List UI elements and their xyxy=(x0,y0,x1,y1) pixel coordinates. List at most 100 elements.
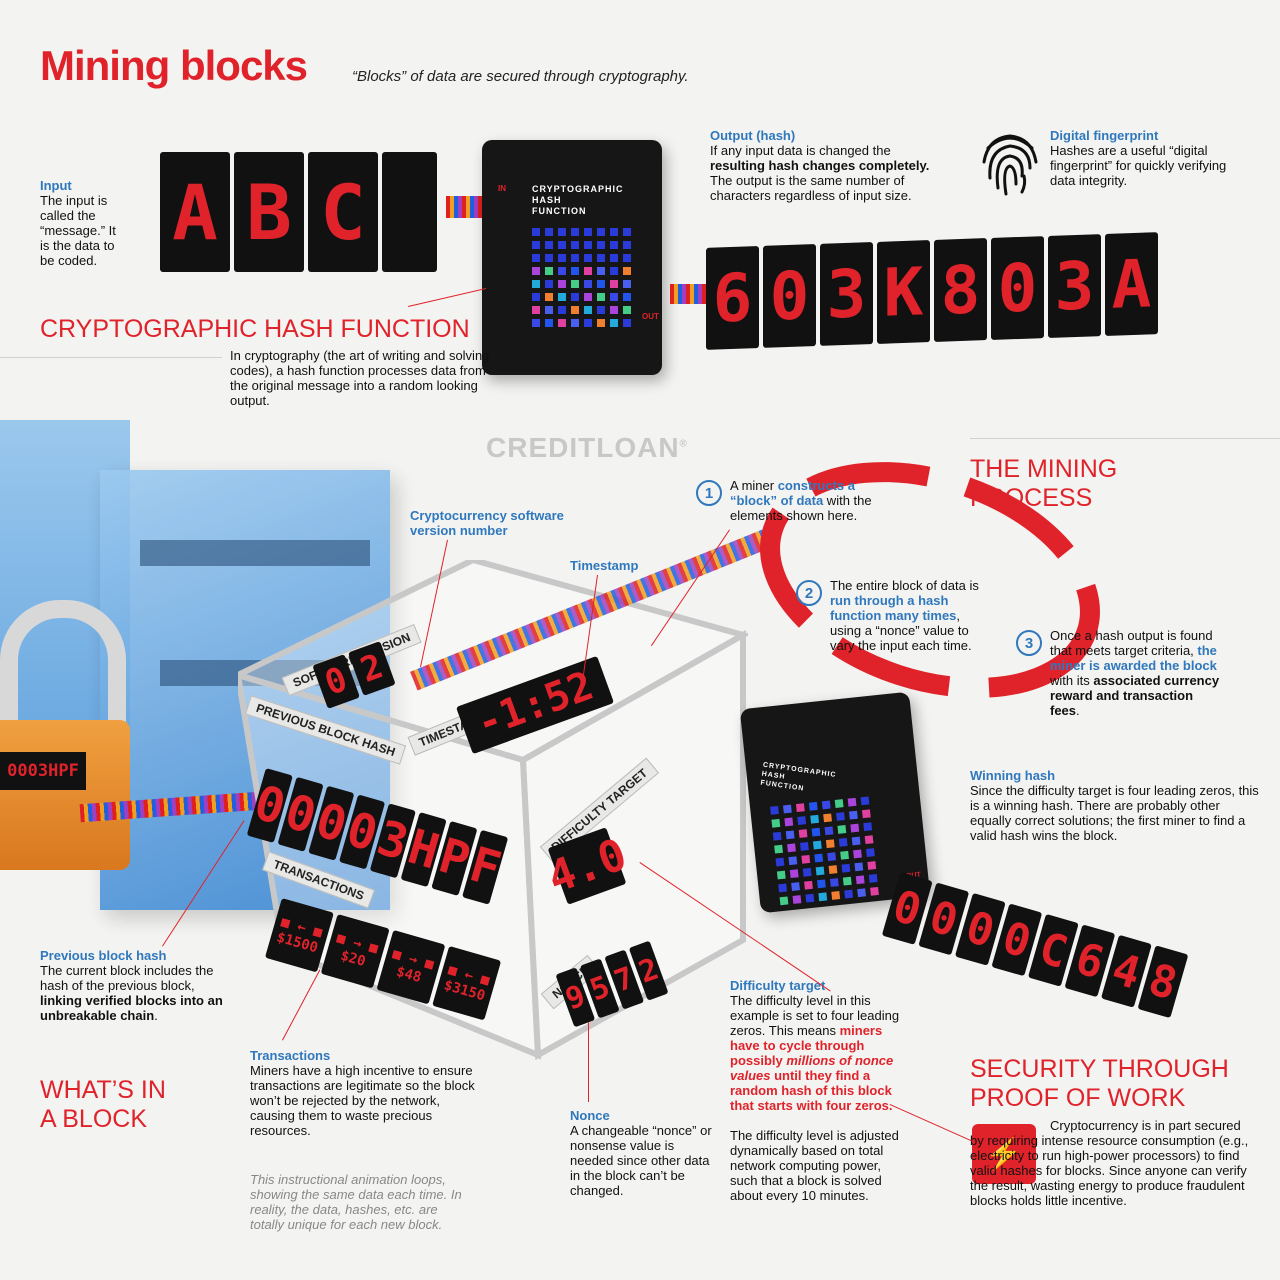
output-text: The output is the same number of charact… xyxy=(710,173,912,203)
led-pixel xyxy=(847,797,857,807)
led-pixel xyxy=(597,319,605,327)
leader-line xyxy=(408,288,487,307)
step-text: Once a hash output is found that meets t… xyxy=(1050,628,1213,658)
led-pixel xyxy=(571,254,579,262)
led-pixel xyxy=(854,862,864,872)
chip-label-line: FUNCTION xyxy=(532,206,587,216)
step-1-badge: 1 xyxy=(696,480,722,506)
led-pixel xyxy=(870,886,879,896)
led-pixel xyxy=(532,293,540,301)
led-pixel xyxy=(851,836,861,846)
led-pixel xyxy=(532,319,540,327)
input-digit xyxy=(382,152,437,272)
led-pixel xyxy=(558,267,566,275)
led-pixel xyxy=(853,849,862,859)
led-pixel xyxy=(597,241,605,249)
led-pixel xyxy=(797,816,807,825)
led-pixel xyxy=(815,866,825,876)
led-pixel xyxy=(795,803,805,813)
security-title: SECURITY THROUGH PROOF OF WORK xyxy=(970,1055,1229,1113)
led-pixel xyxy=(571,241,579,249)
step-highlight: run through a hash function many times xyxy=(830,593,957,623)
output-digit: 3 xyxy=(820,242,873,346)
led-pixel xyxy=(772,831,782,841)
security-title-line: PROOF OF WORK xyxy=(970,1084,1186,1112)
led-pixel xyxy=(532,267,540,275)
input-digit: C xyxy=(308,152,378,272)
led-pixel xyxy=(823,813,832,823)
led-pixel xyxy=(545,293,553,301)
fingerprint-text: Hashes are a useful “digital fingerprint… xyxy=(1050,143,1227,188)
previous-hash-bold: linking verified blocks into an unbreaka… xyxy=(40,993,223,1023)
led-pixel xyxy=(798,829,808,838)
led-pixel xyxy=(610,241,618,249)
output-digit: A xyxy=(1105,232,1158,336)
led-pixel xyxy=(597,306,605,314)
step-text: The entire block of data is xyxy=(830,578,979,593)
step-3-text: Once a hash output is found that meets t… xyxy=(1050,628,1225,718)
led-pixel xyxy=(610,280,618,288)
led-pixel xyxy=(775,857,785,867)
led-pixel xyxy=(571,228,579,236)
output-ribbon-cable xyxy=(670,284,706,304)
led-pixel xyxy=(623,228,631,236)
led-pixel xyxy=(545,241,553,249)
led-pixel xyxy=(545,228,553,236)
input-annotation: Input The input is called the “message.”… xyxy=(40,178,128,268)
timestamp-annotation: Timestamp xyxy=(570,558,639,573)
chip-led-grid xyxy=(770,796,879,906)
difficulty-text-2: The difficulty level is adjusted dynamic… xyxy=(730,1128,899,1203)
transactions-annotation: Transactions Miners have a high incentiv… xyxy=(250,1048,475,1138)
fingerprint-icon xyxy=(982,134,1038,196)
software-annotation: Cryptocurrency software version number xyxy=(410,508,564,538)
led-pixel xyxy=(610,306,618,314)
led-pixel xyxy=(558,254,566,262)
step-bold: associated currency reward and transacti… xyxy=(1050,673,1220,718)
led-pixel xyxy=(802,867,812,877)
mining-process-loop xyxy=(760,462,1100,698)
previous-hash-label: Previous block hash xyxy=(40,948,167,963)
led-pixel xyxy=(545,306,553,314)
led-pixel xyxy=(623,241,631,249)
winning-hash-annotation: Winning hash Since the difficulty target… xyxy=(970,768,1260,843)
led-pixel xyxy=(864,835,874,845)
output-label: Output (hash) xyxy=(710,128,796,143)
hash-function-chip: CRYPTOGRAPHIC HASH FUNCTION IN OUT xyxy=(482,140,662,375)
brand-mark: ® xyxy=(679,438,688,450)
led-pixel xyxy=(840,850,849,860)
led-pixel xyxy=(836,812,845,821)
led-pixel xyxy=(805,893,815,903)
led-pixel xyxy=(842,876,852,886)
led-pixel xyxy=(849,810,858,820)
led-pixel xyxy=(861,809,871,819)
led-pixel xyxy=(532,241,540,249)
chip-out-label: OUT xyxy=(642,312,659,321)
step-1-text: A miner constructs a “block” of data wit… xyxy=(730,478,890,523)
led-pixel xyxy=(610,319,618,327)
input-text: The input is called the “message.” It is… xyxy=(40,193,116,268)
output-digit: 0 xyxy=(991,236,1044,340)
nonce-text: A changeable “nonce” or nonsense value i… xyxy=(570,1123,712,1198)
led-pixel xyxy=(779,896,789,906)
step-highlight: constructs a “block” of data xyxy=(730,478,855,508)
led-pixel xyxy=(868,874,878,883)
chip-led-grid xyxy=(532,228,631,327)
led-pixel xyxy=(785,830,795,840)
difficulty-annotation: Difficulty target The difficulty level i… xyxy=(730,978,910,1203)
led-pixel xyxy=(817,879,826,889)
led-pixel xyxy=(584,280,592,288)
led-pixel xyxy=(850,823,860,833)
led-pixel xyxy=(597,228,605,236)
led-pixel xyxy=(828,865,838,874)
nonce-label: Nonce xyxy=(570,1108,610,1123)
led-pixel xyxy=(597,293,605,301)
led-pixel xyxy=(834,799,844,808)
previous-hash-text: The current block includes the hash of t… xyxy=(40,963,214,993)
led-pixel xyxy=(866,848,875,857)
processor-power-icon: ⚡ xyxy=(972,1124,1036,1184)
padlock-icon xyxy=(0,720,130,870)
security-title-line: SECURITY THROUGH xyxy=(970,1055,1229,1083)
led-pixel xyxy=(778,883,788,893)
led-pixel xyxy=(545,319,553,327)
